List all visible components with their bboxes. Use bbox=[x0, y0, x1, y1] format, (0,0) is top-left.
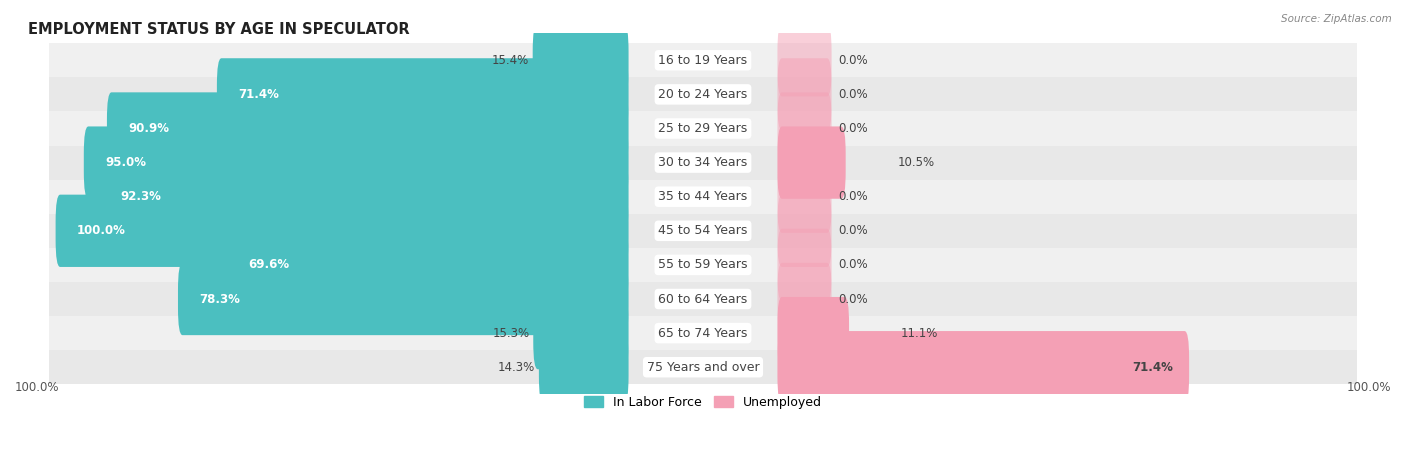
Text: 69.6%: 69.6% bbox=[249, 258, 290, 271]
Text: 16 to 19 Years: 16 to 19 Years bbox=[658, 54, 748, 67]
Text: 78.3%: 78.3% bbox=[200, 292, 240, 306]
Text: 100.0%: 100.0% bbox=[1347, 381, 1391, 394]
FancyBboxPatch shape bbox=[778, 195, 831, 267]
Text: 0.0%: 0.0% bbox=[838, 88, 868, 101]
Text: 0.0%: 0.0% bbox=[838, 224, 868, 237]
Text: Source: ZipAtlas.com: Source: ZipAtlas.com bbox=[1281, 14, 1392, 23]
Text: 0.0%: 0.0% bbox=[838, 54, 868, 67]
Text: 100.0%: 100.0% bbox=[77, 224, 127, 237]
Text: 71.4%: 71.4% bbox=[1132, 361, 1174, 374]
Text: 10.5%: 10.5% bbox=[897, 156, 935, 169]
FancyBboxPatch shape bbox=[107, 92, 628, 165]
FancyBboxPatch shape bbox=[778, 297, 849, 369]
Text: 0.0%: 0.0% bbox=[838, 258, 868, 271]
Text: 90.9%: 90.9% bbox=[128, 122, 169, 135]
FancyBboxPatch shape bbox=[778, 126, 845, 199]
Text: 35 to 44 Years: 35 to 44 Years bbox=[658, 190, 748, 203]
FancyBboxPatch shape bbox=[778, 92, 831, 165]
FancyBboxPatch shape bbox=[217, 58, 628, 130]
Text: 15.4%: 15.4% bbox=[492, 54, 529, 67]
Text: 45 to 54 Years: 45 to 54 Years bbox=[658, 224, 748, 237]
Bar bbox=[49, 350, 1357, 384]
Text: 0.0%: 0.0% bbox=[838, 292, 868, 306]
Text: 71.4%: 71.4% bbox=[239, 88, 280, 101]
Legend: In Labor Force, Unemployed: In Labor Force, Unemployed bbox=[579, 391, 827, 414]
Text: 0.0%: 0.0% bbox=[838, 190, 868, 203]
Bar bbox=[49, 316, 1357, 350]
Text: 55 to 59 Years: 55 to 59 Years bbox=[658, 258, 748, 271]
Bar bbox=[49, 248, 1357, 282]
Bar bbox=[49, 145, 1357, 180]
Text: 100.0%: 100.0% bbox=[15, 381, 59, 394]
FancyBboxPatch shape bbox=[84, 126, 628, 199]
FancyBboxPatch shape bbox=[56, 195, 628, 267]
Bar bbox=[49, 77, 1357, 112]
Text: 11.1%: 11.1% bbox=[901, 327, 938, 340]
FancyBboxPatch shape bbox=[533, 24, 628, 96]
FancyBboxPatch shape bbox=[778, 263, 831, 335]
Bar bbox=[49, 180, 1357, 214]
Text: 92.3%: 92.3% bbox=[121, 190, 162, 203]
Bar bbox=[49, 43, 1357, 77]
FancyBboxPatch shape bbox=[538, 331, 628, 403]
Text: 15.3%: 15.3% bbox=[492, 327, 529, 340]
Bar bbox=[49, 282, 1357, 316]
Text: 95.0%: 95.0% bbox=[105, 156, 146, 169]
Text: 60 to 64 Years: 60 to 64 Years bbox=[658, 292, 748, 306]
Text: 20 to 24 Years: 20 to 24 Years bbox=[658, 88, 748, 101]
FancyBboxPatch shape bbox=[778, 161, 831, 233]
Bar bbox=[49, 112, 1357, 145]
FancyBboxPatch shape bbox=[226, 229, 628, 301]
FancyBboxPatch shape bbox=[778, 331, 1189, 403]
Text: 0.0%: 0.0% bbox=[838, 122, 868, 135]
FancyBboxPatch shape bbox=[179, 263, 628, 335]
Text: 25 to 29 Years: 25 to 29 Years bbox=[658, 122, 748, 135]
Text: 30 to 34 Years: 30 to 34 Years bbox=[658, 156, 748, 169]
FancyBboxPatch shape bbox=[778, 58, 831, 130]
Text: 65 to 74 Years: 65 to 74 Years bbox=[658, 327, 748, 340]
FancyBboxPatch shape bbox=[778, 24, 831, 96]
FancyBboxPatch shape bbox=[98, 161, 628, 233]
FancyBboxPatch shape bbox=[533, 297, 628, 369]
Bar bbox=[49, 214, 1357, 248]
Text: EMPLOYMENT STATUS BY AGE IN SPECULATOR: EMPLOYMENT STATUS BY AGE IN SPECULATOR bbox=[28, 22, 409, 37]
FancyBboxPatch shape bbox=[778, 229, 831, 301]
Text: 75 Years and over: 75 Years and over bbox=[647, 361, 759, 374]
Text: 14.3%: 14.3% bbox=[498, 361, 534, 374]
